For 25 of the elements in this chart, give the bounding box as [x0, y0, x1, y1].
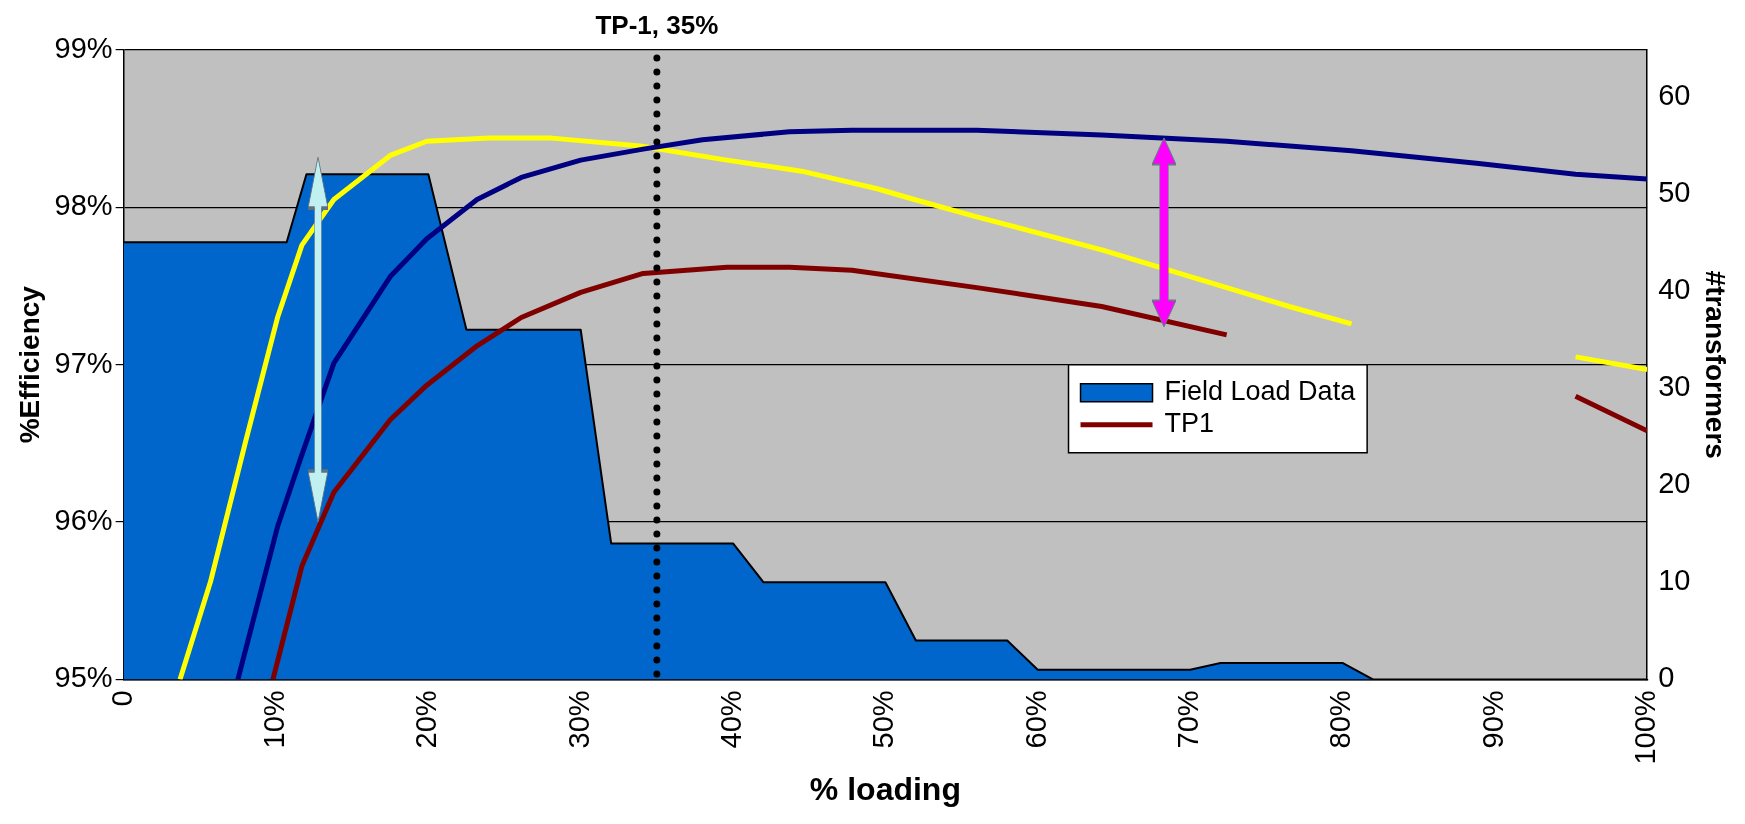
- y-axis-title: %Efficiency: [13, 285, 45, 444]
- x-tick-label: 50%: [867, 690, 900, 749]
- x-tick-label: 10%: [257, 690, 290, 749]
- y-tick-label: 98%: [54, 189, 113, 222]
- legend-label: Field Load Data: [1164, 376, 1357, 407]
- y-tick-label: 99%: [54, 32, 113, 64]
- x-tick-label: 60%: [1019, 690, 1052, 749]
- y2-axis-title: #transformers: [1700, 270, 1732, 459]
- x-tick-label: 70%: [1172, 690, 1205, 749]
- y2-tick-label: 60: [1658, 78, 1691, 111]
- x-tick-label: 30%: [562, 690, 595, 749]
- y-tick-label: 97%: [54, 346, 113, 379]
- x-tick-label: 20%: [410, 690, 443, 749]
- y2-tick-label: 20: [1658, 467, 1691, 500]
- y2-tick-label: 40: [1658, 272, 1691, 305]
- y2-tick-label: 30: [1658, 370, 1691, 403]
- x-axis-title: % loading: [809, 770, 961, 807]
- x-tick-label: 90%: [1476, 690, 1509, 749]
- y-tick-label: 96%: [54, 504, 113, 537]
- legend-label: TP1: [1164, 408, 1215, 439]
- x-tick-label: 40%: [715, 690, 748, 749]
- y2-tick-label: 50: [1658, 175, 1691, 208]
- y2-tick-label: 10: [1658, 564, 1691, 597]
- x-tick-label: 80%: [1324, 690, 1357, 749]
- ref-line-label: TP-1, 35%: [595, 10, 719, 41]
